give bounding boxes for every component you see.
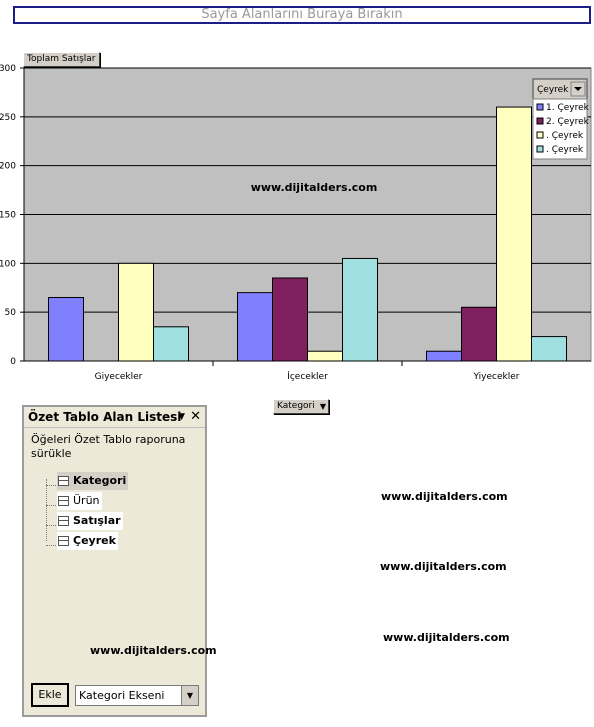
field-icon — [58, 476, 69, 486]
field-item-label: Kategori — [73, 474, 127, 487]
category-field-button[interactable]: Kategori ▼ — [273, 399, 329, 414]
bar[interactable] — [531, 336, 567, 362]
chevron-down-icon: ▼ — [319, 402, 326, 411]
field-item-label: Satışlar — [73, 514, 121, 527]
panel-title-bar: Özet Tablo Alan Listesi ▼ ✕ — [24, 407, 205, 428]
y-tick-label: 150 — [0, 211, 16, 221]
close-icon[interactable]: ✕ — [190, 409, 201, 424]
watermark-text: www.dijitalders.com — [381, 490, 508, 503]
watermark-text: www.dijitalders.com — [90, 644, 217, 657]
bar[interactable] — [48, 297, 84, 362]
y-tick-label: 300 — [0, 64, 16, 74]
legend-swatch — [536, 145, 544, 153]
legend-entry: . Çeyrek — [546, 145, 584, 155]
x-tick-label: İçecekler — [287, 371, 328, 382]
bar[interactable] — [496, 106, 532, 362]
chart-watermark: www.dijitalders.com — [251, 181, 378, 194]
legend-swatch — [536, 131, 544, 139]
tree-connector — [46, 479, 47, 541]
y-tick-label: 100 — [0, 259, 16, 269]
field-item-ceyrek[interactable]: Çeyrek — [57, 532, 118, 550]
panel-hint: Öğeleri Özet Tablo raporuna sürükle — [31, 433, 186, 460]
legend-field-label: Çeyrek — [537, 85, 569, 95]
legend-entry: 1. Çeyrek — [546, 103, 590, 113]
bar[interactable] — [342, 257, 378, 362]
bar[interactable] — [426, 350, 462, 362]
chart-legend: Çeyrek 1. Çeyrek 2. Çeyrek . Çeyrek . Çeyre… — [532, 78, 590, 160]
y-tick-label: 50 — [5, 308, 17, 318]
tree-connector — [46, 545, 56, 546]
field-icon — [58, 536, 69, 546]
category-field-label: Kategori — [277, 401, 315, 411]
data-field-button[interactable]: Toplam Satışlar — [23, 52, 100, 67]
tree-connector — [46, 485, 56, 486]
page-fields-drop-zone[interactable]: Sayfa Alanlarını Buraya Bırakın — [13, 6, 591, 24]
field-icon — [58, 496, 69, 506]
watermark-text: www.dijitalders.com — [383, 631, 510, 644]
y-tick-label: 0 — [10, 357, 16, 367]
legend-swatch — [536, 103, 544, 111]
add-button[interactable]: Ekle — [31, 683, 69, 707]
field-item-label: Çeyrek — [73, 534, 116, 547]
tree-connector — [46, 525, 56, 526]
area-select[interactable]: Kategori Ekseni ▼ — [75, 685, 199, 706]
watermark-text: www.dijitalders.com — [380, 560, 507, 573]
x-tick-label: Yiyecekler — [473, 372, 520, 382]
x-tick-label: Giyecekler — [95, 372, 143, 382]
bar[interactable] — [237, 292, 273, 362]
bar[interactable] — [118, 262, 154, 362]
field-icon — [58, 516, 69, 526]
pivot-chart: 0 50 100 150 200 250 300 Giyecekler İçecekler Yi… — [0, 64, 592, 382]
area-select-value: Kategori Ekseni — [79, 689, 165, 702]
bar[interactable] — [272, 277, 308, 362]
legend-swatch — [536, 117, 544, 125]
panel-title: Özet Tablo Alan Listesi — [28, 410, 182, 424]
legend-entry: . Çeyrek — [546, 131, 584, 141]
chevron-down-icon — [574, 87, 582, 91]
y-tick-label: 200 — [0, 162, 16, 172]
pivot-field-list-panel: Özet Tablo Alan Listesi ▼ ✕ Öğeleri Özet… — [22, 405, 217, 717]
field-item-label: Ürün — [73, 494, 100, 507]
field-item-kategori[interactable]: Kategori — [57, 472, 129, 490]
y-tick-label: 250 — [0, 113, 16, 123]
bar[interactable] — [461, 306, 497, 362]
chevron-down-icon[interactable]: ▼ — [181, 686, 198, 705]
field-item-urun[interactable]: Ürün — [57, 492, 102, 510]
field-item-satislar[interactable]: Satışlar — [57, 512, 123, 530]
tree-connector — [46, 505, 56, 506]
legend-entry: 2. Çeyrek — [546, 117, 590, 127]
bar[interactable] — [153, 326, 189, 362]
panel-menu-icon[interactable]: ▼ — [178, 412, 185, 422]
bar[interactable] — [307, 350, 343, 362]
